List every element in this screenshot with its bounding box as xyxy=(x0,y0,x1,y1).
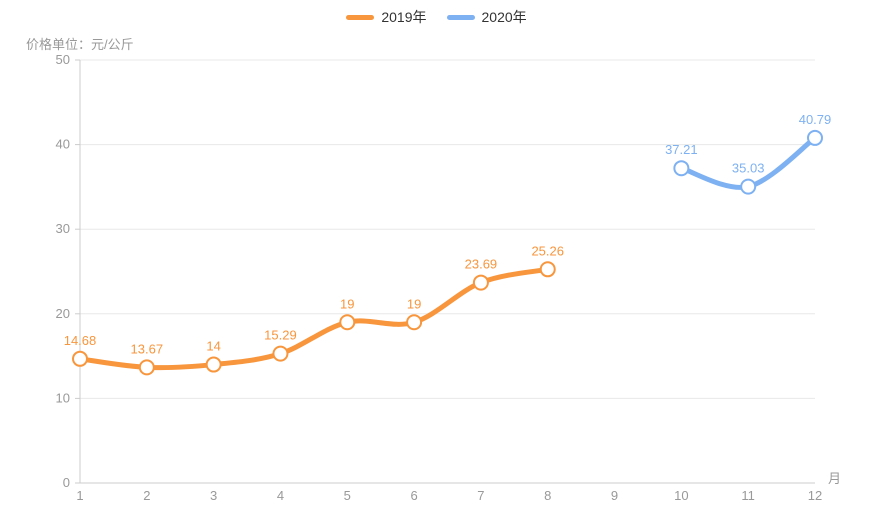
x-tick-label: 12 xyxy=(808,488,822,503)
data-point-marker xyxy=(740,178,757,195)
y-axis-unit-label: 价格单位：元/公斤 xyxy=(26,37,134,52)
legend: 2019年 2020年 xyxy=(0,10,873,24)
x-tick-label: 3 xyxy=(210,488,217,503)
x-axis-name: 月 xyxy=(828,471,842,486)
data-point-marker xyxy=(539,261,556,278)
x-tick-label: 8 xyxy=(544,488,551,503)
data-point-label: 19 xyxy=(340,296,354,311)
legend-item-2019[interactable]: 2019年 xyxy=(346,9,427,25)
x-tick-label: 7 xyxy=(477,488,484,503)
legend-line-marker-2019 xyxy=(346,14,375,20)
legend-label-2019: 2019年 xyxy=(381,9,427,25)
y-tick-label: 30 xyxy=(56,221,70,236)
x-tick-label: 10 xyxy=(674,488,688,503)
legend-line-marker-2020 xyxy=(446,14,475,20)
data-point-marker xyxy=(406,314,423,331)
data-point-label: 14.68 xyxy=(64,333,97,348)
data-point-label: 25.26 xyxy=(531,243,564,258)
data-point-marker xyxy=(205,356,222,373)
data-point-label: 15.29 xyxy=(264,328,297,343)
x-tick-label: 9 xyxy=(611,488,618,503)
x-tick-label: 5 xyxy=(344,488,351,503)
data-point-label: 35.03 xyxy=(732,161,765,176)
y-tick-label: 50 xyxy=(56,52,70,67)
x-tick-label: 11 xyxy=(741,488,755,503)
x-tick-label: 6 xyxy=(410,488,417,503)
y-tick-label: 20 xyxy=(56,306,70,321)
data-point-label: 37.21 xyxy=(665,142,698,157)
data-point-label: 13.67 xyxy=(131,341,164,356)
data-point-label: 14 xyxy=(206,339,220,354)
legend-label-2020: 2020年 xyxy=(481,9,527,25)
y-tick-label: 0 xyxy=(63,475,70,490)
y-tick-label: 40 xyxy=(56,137,70,152)
data-point-marker xyxy=(138,359,155,376)
x-tick-label: 4 xyxy=(277,488,284,503)
data-point-label: 40.79 xyxy=(799,112,832,127)
data-point-marker xyxy=(807,129,823,146)
data-point-marker xyxy=(673,160,690,177)
data-point-marker xyxy=(339,314,356,331)
legend-item-2020[interactable]: 2020年 xyxy=(446,9,527,25)
x-tick-label: 2 xyxy=(143,488,150,503)
data-point-label: 23.69 xyxy=(465,257,498,272)
data-point-marker xyxy=(472,274,489,291)
data-point-label: 19 xyxy=(407,296,421,311)
y-tick-label: 10 xyxy=(56,390,70,405)
x-tick-label: 1 xyxy=(76,488,83,503)
data-point-marker xyxy=(72,350,88,367)
data-point-marker xyxy=(272,345,289,362)
